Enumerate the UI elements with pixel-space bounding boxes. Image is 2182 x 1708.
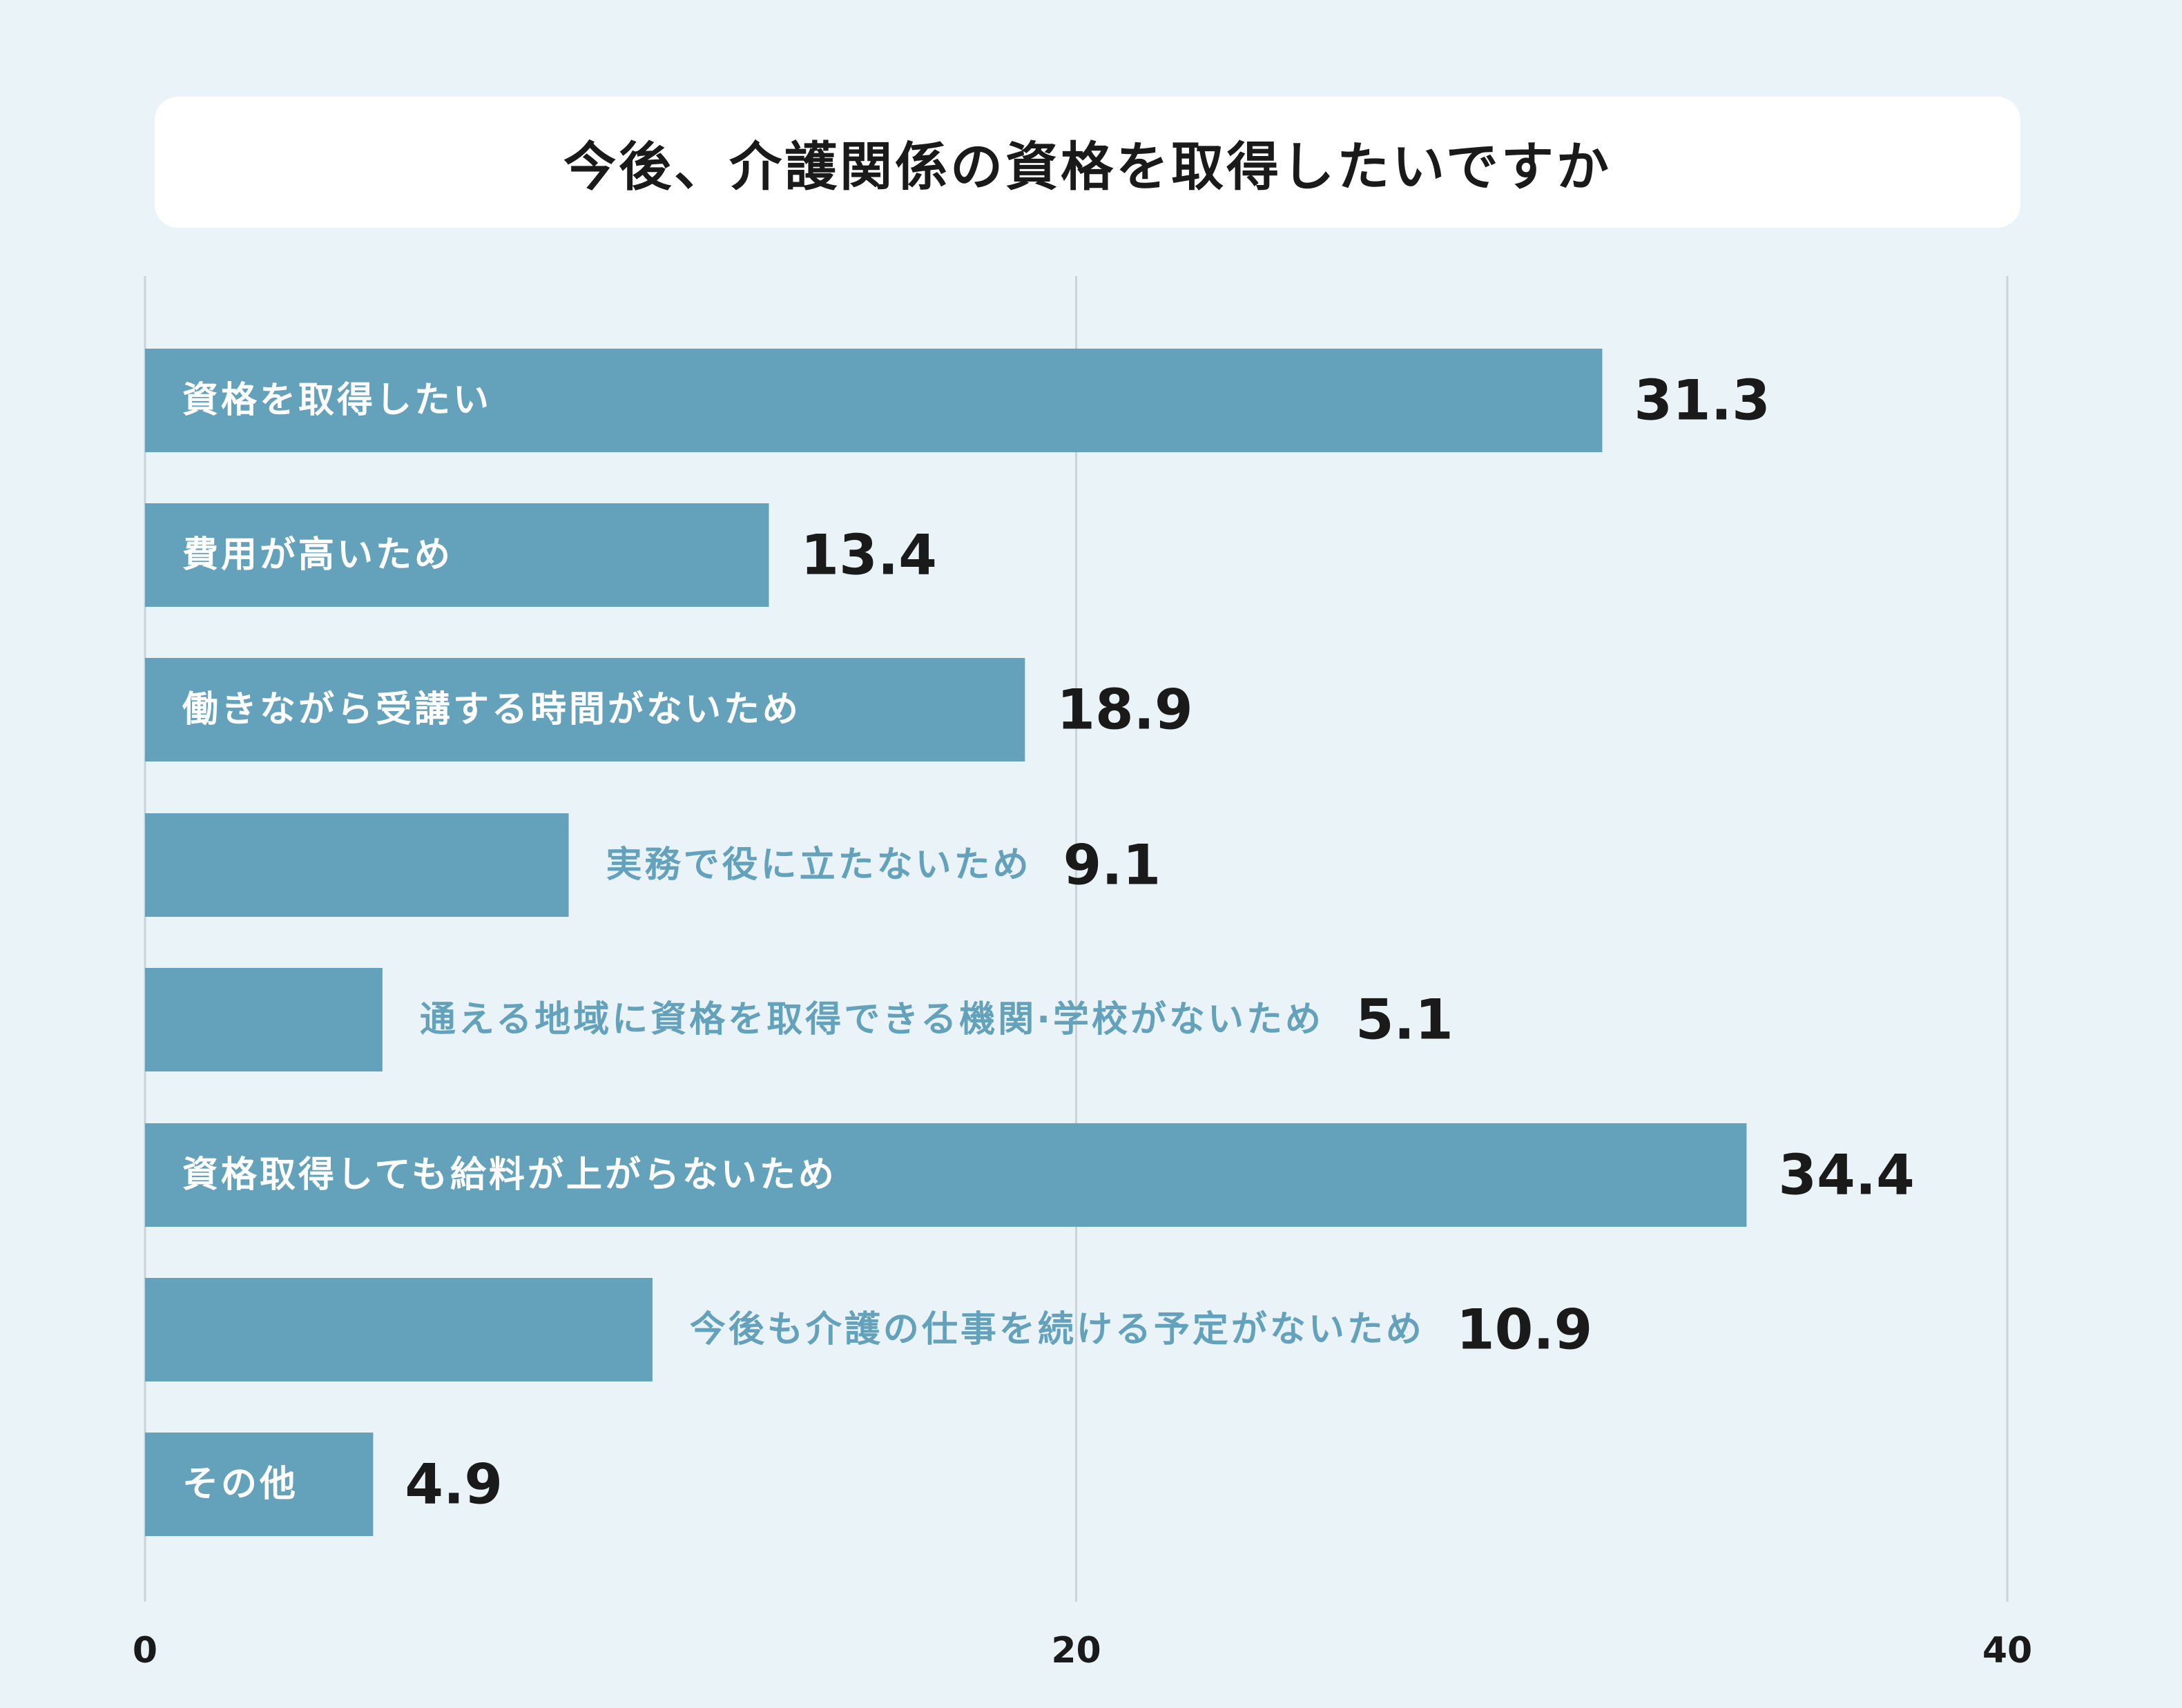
category-label: 資格を取得したい: [182, 380, 492, 421]
category-label: 実務で役に立たないため: [606, 844, 1032, 886]
bar: [145, 813, 569, 917]
chart-title-box: 今後、介護関係の資格を取得したいですか: [155, 97, 2020, 228]
bar: [145, 1433, 374, 1536]
x-tick-label: 40: [1982, 1630, 2032, 1671]
x-tick-label: 0: [133, 1630, 157, 1671]
value-label: 4.9: [405, 1453, 503, 1517]
category-labels: 資格を取得したい費用が高いため働きながら受講する時間がないため実務で役に立たない…: [182, 380, 1425, 1505]
grid-lines: [144, 276, 2009, 1602]
category-label: 費用が高いため: [182, 534, 453, 576]
category-label: 通える地域に資格を取得できる機関·学校がないため: [420, 999, 1324, 1040]
value-label: 18.9: [1056, 678, 1193, 742]
value-label: 9.1: [1063, 833, 1161, 897]
category-label: その他: [182, 1464, 298, 1505]
category-label: 資格取得しても給料が上がらないため: [182, 1154, 837, 1196]
bar: [145, 968, 383, 1071]
bar: [145, 658, 1025, 761]
bar: [145, 503, 769, 607]
bar: [145, 1278, 653, 1381]
value-label: 34.4: [1778, 1143, 1914, 1207]
x-axis-ticks: 0 20 40: [133, 1630, 2032, 1671]
bars: [145, 349, 1747, 1536]
value-label: 10.9: [1456, 1298, 1592, 1362]
bar: [145, 1123, 1747, 1227]
chart-title: 今後、介護関係の資格を取得したいですか: [563, 136, 1612, 197]
category-label: 今後も介護の仕事を続ける予定がないため: [690, 1309, 1425, 1350]
x-tick-label: 20: [1051, 1630, 1101, 1671]
value-label: 13.4: [800, 523, 936, 588]
category-label: 働きながら受講する時間がないため: [182, 689, 801, 730]
value-labels: 31.3 13.4 18.9 9.1 5.1 34.4 10.9 4.9: [405, 369, 1914, 1517]
value-label: 31.3: [1634, 369, 1770, 433]
value-label: 5.1: [1355, 988, 1454, 1052]
bar: [145, 349, 1603, 452]
